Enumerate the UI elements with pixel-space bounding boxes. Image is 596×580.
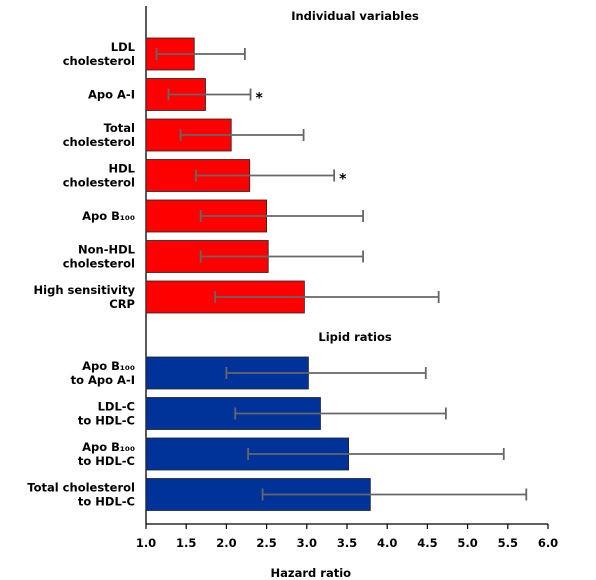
category-label: cholesterol [63, 257, 135, 271]
category-label: to HDL-C [78, 414, 135, 428]
x-tick-label: 3.5 [337, 536, 357, 550]
category-label: Apo B₁₀₀ [82, 440, 135, 454]
x-tick-label: 1.5 [176, 536, 196, 550]
category-label: cholesterol [63, 135, 135, 149]
category-label: Non-HDL [78, 243, 136, 257]
category-label: cholesterol [63, 54, 135, 68]
category-label: High sensitivity [34, 283, 136, 297]
significance-marker: * [256, 91, 264, 107]
x-tick-label: 4.0 [377, 536, 397, 550]
x-tick-label: 1.0 [136, 536, 156, 550]
x-tick-label: 2.5 [256, 536, 276, 550]
x-tick-label: 3.0 [297, 536, 317, 550]
x-tick-label: 2.0 [216, 536, 236, 550]
category-label: cholesterol [63, 176, 135, 190]
category-label: LDL-C [98, 400, 135, 414]
category-label: Total [104, 121, 135, 135]
category-label: CRP [109, 297, 135, 311]
category-label: Apo B₁₀₀ [82, 359, 135, 373]
category-label: Total cholesterol [27, 481, 135, 495]
category-label: HDL [109, 162, 136, 176]
x-tick-label: 5.5 [498, 536, 518, 550]
category-label: LDL [111, 40, 136, 54]
section-title: Individual variables [291, 9, 419, 23]
category-label: Apo A-I [88, 88, 135, 102]
category-label: Apo B₁₀₀ [82, 209, 135, 223]
significance-marker: * [339, 172, 347, 188]
x-tick-label: 4.5 [417, 536, 437, 550]
category-label: to HDL-C [78, 495, 135, 509]
category-label: to HDL-C [78, 454, 135, 468]
x-axis-title: Hazard ratio [271, 566, 352, 580]
x-tick-label: 6.0 [538, 536, 558, 550]
section-title: Lipid ratios [318, 330, 391, 344]
x-tick-label: 5.0 [457, 536, 477, 550]
category-label: to Apo A-I [71, 373, 135, 387]
